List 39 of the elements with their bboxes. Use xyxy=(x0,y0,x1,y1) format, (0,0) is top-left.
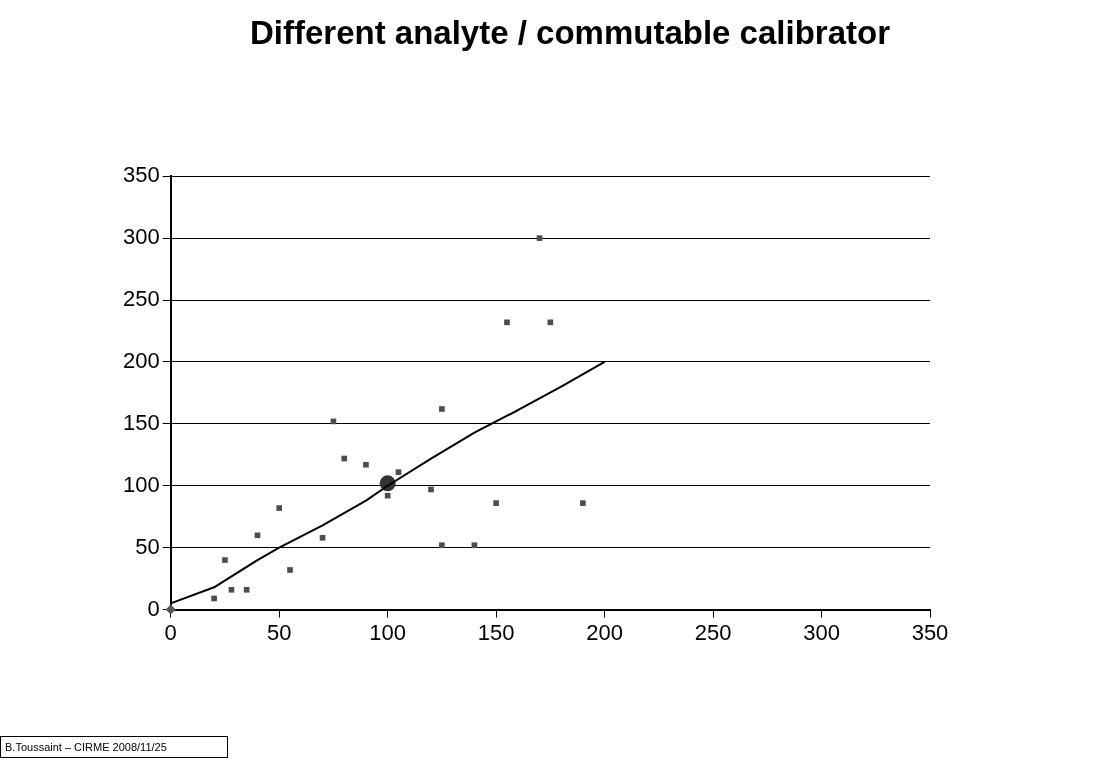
x-tick-label: 350 xyxy=(911,619,949,645)
y-tick-label: 300 xyxy=(122,224,160,250)
x-tick-label: 100 xyxy=(369,619,407,645)
point xyxy=(287,567,293,573)
point xyxy=(439,406,445,412)
point xyxy=(547,319,554,326)
y-tick-label: 150 xyxy=(122,409,160,435)
point xyxy=(341,455,348,462)
point xyxy=(536,235,543,241)
point xyxy=(428,486,434,493)
x-tick-label: 150 xyxy=(477,619,515,645)
y-tick-label: 100 xyxy=(122,471,160,497)
y-tick-label: 50 xyxy=(135,533,160,559)
point xyxy=(439,542,445,549)
chart-title: Different analyte / commutable calibrator xyxy=(250,14,891,52)
y-tick-label: 0 xyxy=(147,595,160,621)
x-tick-label: 300 xyxy=(803,619,840,645)
point xyxy=(580,500,586,506)
point xyxy=(222,557,228,563)
point xyxy=(211,595,217,602)
y-tick-label: 350 xyxy=(122,162,160,188)
point xyxy=(319,534,326,541)
point xyxy=(243,586,250,593)
x-tick-label: 0 xyxy=(164,619,177,645)
point xyxy=(363,461,369,468)
x-tick-label: 50 xyxy=(266,619,292,645)
x-tick-label: 250 xyxy=(694,619,732,645)
point xyxy=(504,319,510,326)
point xyxy=(384,492,391,499)
point xyxy=(471,542,478,549)
x-tick-label: 200 xyxy=(586,619,623,645)
point xyxy=(228,586,235,593)
point xyxy=(395,469,402,475)
point xyxy=(493,500,499,506)
point xyxy=(254,532,261,539)
point xyxy=(276,505,283,511)
y-tick-label: 200 xyxy=(122,348,160,374)
text: B.Toussaint – CIRME 2008/11/25 xyxy=(0,736,228,758)
y-tick-label: 250 xyxy=(122,286,160,312)
